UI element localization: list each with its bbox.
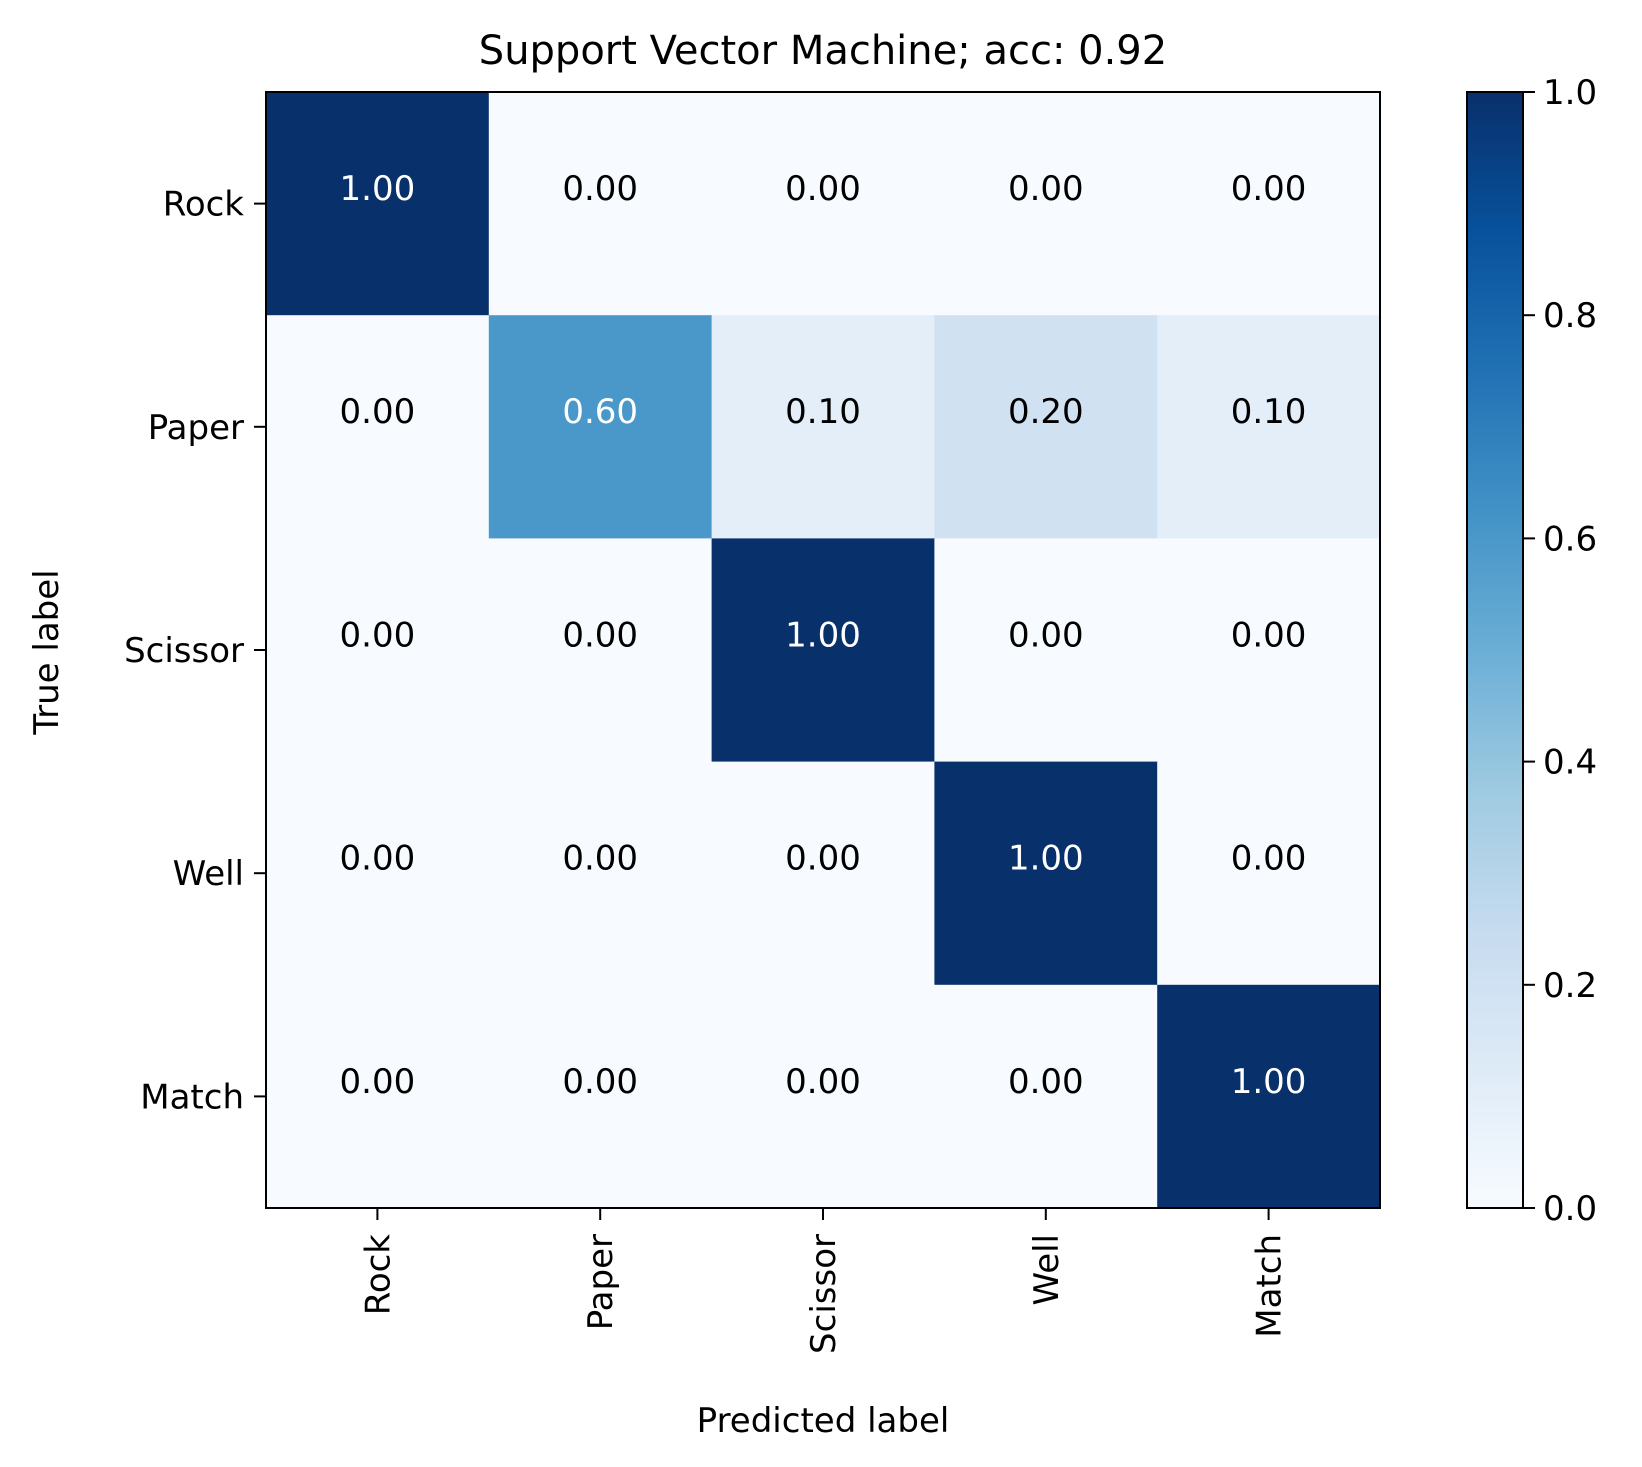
heatmap-cell-paper-paper xyxy=(488,315,713,539)
y-tick-label: Match xyxy=(140,1077,244,1117)
cell-value-label: 0.10 xyxy=(785,392,861,432)
heatmap-cell-paper-rock xyxy=(266,315,490,539)
heatmap-cell-match-well xyxy=(934,984,1158,1209)
colorbar-ticks: 0.0 0.2 0.4 0.6 0.8 1.0 xyxy=(1523,73,1597,1229)
heatmap-cell-paper-scissor xyxy=(711,315,935,539)
cell-value-label: 1.00 xyxy=(1008,839,1084,879)
colorbar xyxy=(1466,91,1524,1209)
heatmap-cell-well-scissor xyxy=(711,761,935,986)
cell-value-label: 0.00 xyxy=(785,839,861,879)
x-tick-label: Rock xyxy=(358,1234,398,1316)
cell-value-label: 0.60 xyxy=(562,392,638,432)
cell-value-label: 0.00 xyxy=(340,839,416,879)
colorbar-tick-label: 1.0 xyxy=(1543,73,1597,113)
heatmap-cell-rock-paper xyxy=(488,92,713,316)
cell-value-label: 0.00 xyxy=(785,169,861,209)
cell-value-label: 0.00 xyxy=(1231,169,1307,209)
cell-value-label: 0.00 xyxy=(340,615,416,655)
cell-annotations: 1.00 0.00 0.00 0.00 0.00 0.00 0.60 0.10 0.20 0.10… xyxy=(340,169,1307,1102)
x-axis-ticks: Rock Paper Scissor Well Match xyxy=(358,1208,1290,1354)
cell-value-label: 0.00 xyxy=(1231,839,1307,879)
heatmap-cell-rock-well xyxy=(934,92,1158,316)
cell-value-label: 1.00 xyxy=(1231,1062,1307,1102)
cell-value-label: 0.00 xyxy=(1008,1062,1084,1102)
heatmap-cell-rock-match xyxy=(1157,92,1381,316)
y-tick-label: Paper xyxy=(148,408,244,448)
cell-value-label: 0.00 xyxy=(562,1062,638,1102)
heatmap-cell-well-match xyxy=(1157,761,1381,986)
cell-value-label: 0.00 xyxy=(1231,615,1307,655)
colorbar-tick-label: 0.8 xyxy=(1543,296,1597,336)
heatmap-cells xyxy=(266,92,1381,1209)
heatmap-cell-paper-well xyxy=(934,315,1158,539)
x-axis-label: Predicted label xyxy=(697,1401,950,1441)
chart-title: Support Vector Machine; acc: 0.92 xyxy=(479,28,1167,74)
cell-value-label: 0.00 xyxy=(340,1062,416,1102)
colorbar-tick-label: 0.4 xyxy=(1543,743,1597,783)
heatmap-cell-paper-match xyxy=(1157,315,1381,539)
heatmap-cell-match-match xyxy=(1157,984,1381,1209)
heatmap-cell-match-rock xyxy=(266,984,490,1209)
heatmap-cell-match-paper xyxy=(488,984,713,1209)
heatmap-cell-scissor-rock xyxy=(266,538,490,763)
heatmap-cell-scissor-paper xyxy=(488,538,713,763)
heatmap-cell-rock-rock xyxy=(266,92,490,316)
x-tick-label: Well xyxy=(1027,1234,1067,1305)
y-tick-label: Rock xyxy=(163,185,245,225)
cell-value-label: 0.00 xyxy=(562,169,638,209)
y-tick-label: Scissor xyxy=(124,631,244,671)
cell-value-label: 0.00 xyxy=(785,1062,861,1102)
cell-value-label: 0.20 xyxy=(1008,392,1084,432)
y-axis-ticks: Rock Paper Scissor Well Match xyxy=(124,185,266,1117)
heatmap-cell-well-paper xyxy=(488,761,713,986)
cell-value-label: 1.00 xyxy=(785,615,861,655)
cell-value-label: 0.00 xyxy=(1008,169,1084,209)
cell-value-label: 1.00 xyxy=(340,169,416,209)
colorbar-tick-label: 0.0 xyxy=(1543,1189,1597,1229)
colorbar-tick-label: 0.6 xyxy=(1543,519,1597,559)
heatmap-cell-rock-scissor xyxy=(711,92,935,316)
x-tick-label: Match xyxy=(1250,1234,1290,1338)
heatmap-cell-scissor-match xyxy=(1157,538,1381,763)
y-tick-label: Well xyxy=(173,854,244,894)
cell-value-label: 0.00 xyxy=(562,615,638,655)
heatmap-cell-match-scissor xyxy=(711,984,935,1209)
cell-value-label: 0.00 xyxy=(340,392,416,432)
colorbar-tick-label: 0.2 xyxy=(1543,966,1597,1006)
heatmap-cell-scissor-well xyxy=(934,538,1158,763)
cell-value-label: 0.00 xyxy=(1008,615,1084,655)
cell-value-label: 0.10 xyxy=(1231,392,1307,432)
heatmap-cell-scissor-scissor xyxy=(711,538,935,763)
y-axis-label: True label xyxy=(27,569,67,735)
heatmap-cell-well-well xyxy=(934,761,1158,986)
x-tick-label: Paper xyxy=(581,1234,621,1330)
cell-value-label: 0.00 xyxy=(562,839,638,879)
heatmap-cell-well-rock xyxy=(266,761,490,986)
x-tick-label: Scissor xyxy=(804,1234,844,1354)
